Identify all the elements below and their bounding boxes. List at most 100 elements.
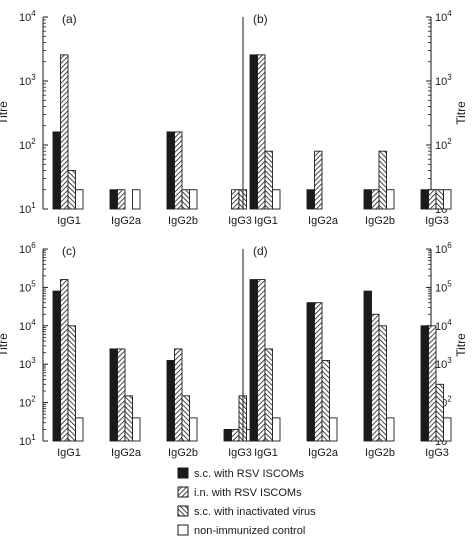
bar-igg2a-series-2 [117,189,126,210]
bar-igg3-series-4 [443,417,452,442]
x-tick-label: IgG2a [308,215,339,227]
bar-igg1-series-1 [52,290,61,442]
bar-igg2b-series-1 [166,360,175,442]
bar-igg2a-series-4 [132,189,141,210]
y-tick-label: 104 [435,9,452,24]
panel-d: 101102103104105106Titre(d)IgG1IgG2aIgG2b… [242,241,468,459]
bar-igg1-series-2 [257,54,266,210]
y-tick-label: 102 [435,137,452,152]
bar-igg1-series-1 [249,54,258,210]
y-tick-label: 106 [19,241,36,256]
bar-igg1-series-3 [67,170,76,210]
bar-igg1-series-3 [264,348,273,442]
bar-igg2a-series-2 [314,302,323,442]
bar-igg2a-series-1 [306,302,315,442]
y-tick-label: 105 [19,279,36,294]
bar-igg1-series-3 [67,325,76,442]
bar-igg3-series-3 [435,189,444,210]
y-tick-label: 104 [19,9,36,24]
x-tick-label: IgG3 [228,447,252,459]
y-tick-label: 103 [19,73,36,88]
bar-igg2b-series-2 [174,348,183,442]
x-tick-label: IgG2a [111,215,142,227]
bar-igg3-series-1 [223,428,232,442]
bar-igg2a-series-2 [314,150,323,210]
bar-igg2a-series-2 [117,348,126,442]
y-tick-label: 105 [435,279,452,294]
y-tick-label: 102 [19,137,36,152]
panel-label: (a) [62,12,77,26]
legend-label: non-immunized control [194,525,305,537]
bar-igg2a-series-4 [329,417,338,442]
x-tick-label: IgG2a [308,447,339,459]
y-tick-label: 103 [435,356,452,371]
panel-label: (b) [253,12,268,26]
x-tick-label: IgG2b [168,447,198,459]
bar-igg1-series-1 [52,131,61,210]
bar-igg2b-series-1 [363,189,372,210]
bar-igg3-series-4 [443,189,452,210]
bar-igg1-series-4 [272,417,281,442]
bar-igg2b-series-4 [189,417,198,442]
bar-igg2b-series-4 [189,189,198,210]
y-axis-title: Titre [454,333,468,357]
y-tick-label: 104 [19,318,36,333]
legend-label: s.c. with inactivated virus [194,506,316,518]
bar-igg2a-series-3 [321,360,330,442]
panel-c: 101 102 103 104 105 106 Titre (c) IgG1 IgG2a IgG2b… [0,241,255,459]
bar-igg2b-series-3 [181,189,190,210]
bar-igg2a-series-1 [306,189,315,210]
y-tick-label: 103 [435,73,452,88]
bar-igg2b-series-2 [371,189,380,210]
bar-igg1-series-2 [257,279,266,442]
y-axis-title: Titre [0,333,10,357]
chart-panels: 101 102 103 104 Titre (a) IgG1 IgG2a IgG2b IgG3 10… [0,9,468,459]
x-tick-label: IgG2b [168,215,198,227]
bar-igg1-series-2 [60,54,69,210]
bar-igg1-series-2 [60,279,69,442]
x-tick-label: IgG3 [425,215,449,227]
bar-igg2b-series-3 [181,395,190,442]
y-tick-label: 102 [19,395,36,410]
bar-igg2b-series-2 [174,131,183,210]
x-tick-label: IgG1 [254,447,278,459]
bar-igg1-series-1 [249,279,258,442]
bar-igg3-series-1 [420,189,429,210]
bar-igg1-series-4 [75,189,84,210]
y-axis-title: Titre [454,101,468,125]
x-tick-label: IgG1 [254,215,278,227]
x-tick-label: IgG2b [365,447,395,459]
bar-igg2a-series-1 [109,348,118,442]
bar-igg3-series-1 [420,325,429,442]
bar-igg2a-series-1 [109,189,118,210]
x-tick-label: IgG3 [425,447,449,459]
panel-label: (c) [62,244,76,258]
legend-swatch-solid [177,467,189,479]
x-tick-label: IgG3 [228,215,252,227]
bar-igg2a-series-4 [132,417,141,442]
legend-swatch-hatch-forward [177,486,189,498]
bar-igg3-series-3 [435,383,444,442]
y-axis-title: Titre [0,101,10,125]
panel-label: (d) [253,244,268,258]
legend-swatch-hatch-back [177,505,189,517]
legend-label: i.n. with RSV ISCOMs [194,487,302,499]
x-tick-label: IgG2a [111,447,142,459]
legend: s.c. with RSV ISCOMs i.n. with RSV ISCOMs… [177,467,316,537]
bar-igg1-series-3 [264,150,273,210]
bar-igg3-series-2 [428,325,437,442]
bar-igg2b-series-1 [166,131,175,210]
bar-igg2b-series-4 [386,417,395,442]
bar-igg2b-series-3 [378,325,387,442]
bar-igg2a-series-3 [124,395,133,442]
y-tick-label: 101 [19,201,36,216]
x-tick-label: IgG1 [57,215,81,227]
bar-igg2b-series-4 [386,189,395,210]
x-tick-label: IgG2b [365,215,395,227]
y-tick-label: 103 [19,356,36,371]
bar-igg3-series-2 [428,189,437,210]
bar-igg2b-series-1 [363,290,372,442]
bar-igg3-series-2 [231,189,240,210]
